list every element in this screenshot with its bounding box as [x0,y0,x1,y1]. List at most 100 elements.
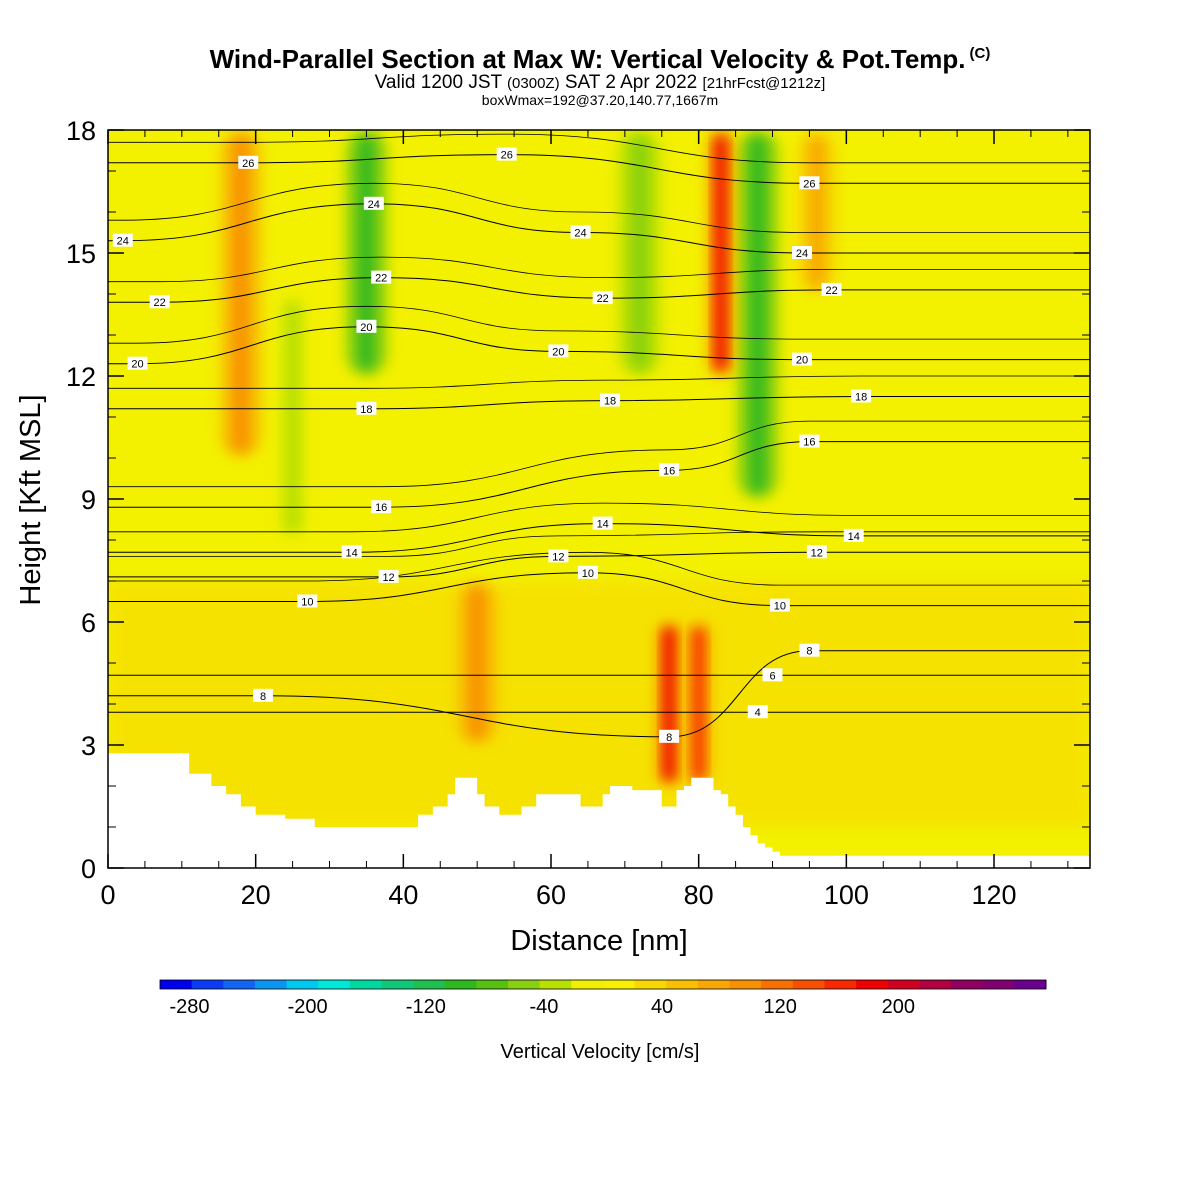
colorbar-swatch [286,980,319,989]
contour-label-bg [592,291,613,305]
colorbar-swatch [508,980,541,989]
colorbar-tick-label: 40 [651,996,673,1018]
x-tick-label: 100 [824,880,869,910]
contour-label-bg [799,643,820,657]
contour-label: 24 [112,233,133,248]
contour-label-bg [149,295,170,309]
contour-label: 14 [592,516,613,531]
chart-main-title: Wind-Parallel Section at Max W: Vertical… [209,44,991,74]
colorbar-swatch [951,980,984,989]
theta-contour-23 [108,256,1090,283]
x-axis-label: Distance [nm] [510,925,687,957]
contour-label-bg [659,729,680,743]
colorbar-swatch [381,980,414,989]
colorbar-label: Vertical Velocity [cm/s] [501,1041,700,1063]
lower-level-band [108,581,1090,827]
theta-contour-25 [108,182,1090,233]
contour-label: 16 [799,434,820,449]
theta-contour-27 [108,133,1090,164]
contour-label: 6 [762,668,783,682]
chart-valid-time: Valid 1200 JST (0300Z) SAT 2 Apr 2022 [2… [374,72,826,93]
y-tick-label: 9 [81,485,96,515]
theta-contour-13 [108,531,1090,557]
y-tick-label: 3 [81,731,96,761]
contour-label-text: 24 [368,199,380,211]
contour-label: 10 [577,565,598,580]
y-axis-label: Height [Kft MSL] [15,394,47,605]
contour-label-bg [659,463,680,477]
contour-label-bg [600,393,621,407]
contour-label-text: 24 [574,228,586,240]
contour-label: 22 [149,295,170,309]
contour-label-bg [843,528,864,542]
contour-labels: 4 6 8 8 8 10 10 10 12 12 12 14 14 14 16 16 16 18 18 18 20 20 2… [112,147,872,744]
contour-label-text: 20 [552,346,564,358]
colorbar-tick-label: 120 [764,996,797,1018]
updraft-core-1 [467,587,488,739]
contour-label-text: 18 [604,396,616,408]
colorbar-swatch [476,980,509,989]
colorbar-swatch [666,980,699,989]
contour-label-bg [363,196,384,210]
colorbar-swatch [191,980,224,989]
contour-label-text: 8 [260,691,266,703]
theta-contour-20 [108,326,1090,365]
x-tick-label: 120 [971,880,1016,910]
contour-label: 26 [238,155,259,170]
colorbar-frame [159,979,1047,990]
contour-label-bg [253,688,274,702]
contour-label-bg [127,356,148,370]
theta-contour-11 [108,551,1090,586]
contour-label-text: 22 [825,285,837,297]
terrain [108,753,1090,868]
contour-label-text: 10 [582,568,594,580]
contour-label-bg [112,233,133,247]
contour-label: 22 [592,291,613,305]
colorbar-swatch [603,980,636,989]
contour-label-text: 14 [597,519,609,531]
y-tick-label: 12 [66,362,96,392]
terrain-mask [108,753,1090,868]
contour-label: 10 [297,594,318,609]
contour-label-text: 16 [803,437,815,449]
colorbar-swatch [349,980,382,989]
contour-label-bg [570,225,591,239]
contour-label-text: 14 [848,531,860,543]
contour-label: 14 [341,545,362,559]
theta-contour-16 [108,441,1090,508]
contour-label-text: 12 [552,551,564,563]
updraft-core-5 [806,136,827,288]
colorbar-swatch [1014,980,1047,989]
contour-label-bg [762,668,783,682]
colorbar-tick-label: -40 [529,996,558,1018]
contour-label-bg [297,594,318,608]
contour-label: 4 [747,705,768,719]
contour-label: 8 [799,643,820,658]
contour-label: 16 [659,463,680,477]
contour-label-bg [806,545,827,559]
contour-label-text: 24 [117,236,129,248]
theta-contour-17 [108,420,1090,488]
updraft-core-0 [231,136,251,452]
colorbar-swatch [223,980,256,989]
theta-contour-15 [108,502,1090,533]
contour-label: 8 [659,729,680,744]
contour-label: 18 [356,401,377,416]
contour-label-text: 10 [301,597,313,609]
contour-label-bg [356,319,377,333]
contour-label-bg [799,434,820,448]
y-tick-label: 0 [81,854,96,884]
contour-label: 12 [378,569,399,584]
contour-label-text: 16 [375,502,387,514]
contour-label: 20 [356,319,377,334]
contour-label-text: 10 [774,601,786,613]
x-tick-label: 0 [100,880,115,910]
contour-label: 26 [799,176,820,190]
x-axis: 0 20 40 60 80 100 120 [100,130,1069,910]
contour-label-bg [792,352,813,366]
y-tick-label: 15 [66,239,96,269]
contour-label: 22 [371,270,392,285]
contour-label-bg [592,516,613,530]
contour-label-bg [851,389,872,403]
